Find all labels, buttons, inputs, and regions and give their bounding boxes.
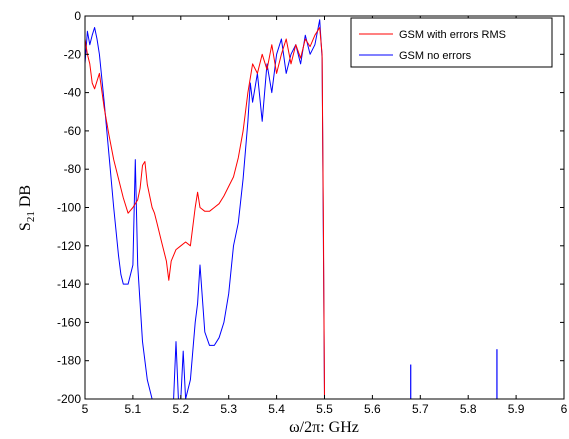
y-tick-label: -140 — [57, 277, 81, 291]
y-axis-title-main: S — [17, 222, 34, 231]
y-axis-title-subscript: 21 — [25, 211, 37, 222]
y-tick-label: 0 — [74, 9, 81, 23]
y-tick-label: -60 — [64, 124, 82, 138]
x-tick-label: 5.4 — [268, 402, 285, 416]
x-axis: 5 5.1 5.2 5.3 5.4 5.5 5.6 5.7 5.8 5.9 6 — [82, 16, 568, 416]
x-tick-label: 5.1 — [125, 402, 142, 416]
y-tick-label: -100 — [57, 201, 81, 215]
x-tick-label: 5.2 — [172, 402, 189, 416]
x-tick-label: 5 — [82, 402, 89, 416]
legend-label-with-errors: GSM with errors RMS — [399, 29, 506, 41]
legend-label-no-errors: GSM no errors — [399, 50, 472, 62]
y-tick-label: -200 — [57, 392, 81, 406]
legend-box — [350, 17, 553, 68]
y-tick-label: -160 — [57, 315, 81, 329]
series-layer — [85, 19, 498, 399]
y-tick-label: -120 — [57, 239, 81, 253]
x-tick-label: 5.7 — [412, 402, 429, 416]
x-tick-label: 5.6 — [364, 402, 381, 416]
y-tick-label: -40 — [64, 86, 82, 100]
y-axis-title: S21 DB — [17, 185, 37, 231]
x-tick-label: 5.9 — [508, 402, 525, 416]
x-tick-label: 5.3 — [220, 402, 237, 416]
y-axis-title-rest: DB — [17, 185, 34, 211]
x-tick-label: 5.5 — [316, 402, 333, 416]
x-tick-label: 5.8 — [460, 402, 477, 416]
series-line-no-errors — [85, 19, 325, 399]
x-axis-title: ω/2π: GHz — [289, 419, 359, 436]
y-tick-label: -180 — [57, 354, 81, 368]
legend: GSM with errors RMS GSM no errors — [350, 17, 553, 68]
series-line-with-errors — [85, 27, 325, 399]
y-tick-label: -20 — [64, 47, 82, 61]
x-tick-label: 6 — [561, 402, 568, 416]
y-tick-label: -80 — [64, 162, 82, 176]
y-axis: 0 -20 -40 -60 -80 -100 -120 -140 -160 -180 -200 — [57, 9, 564, 406]
